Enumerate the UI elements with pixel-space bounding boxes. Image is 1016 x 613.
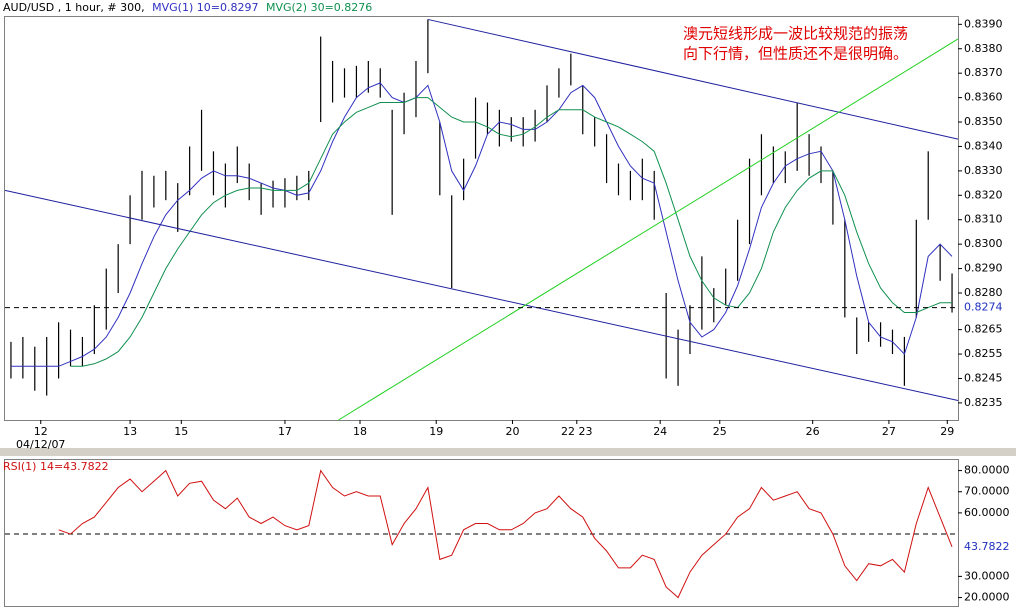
y-tick-label: 0.8350 (964, 115, 1003, 128)
header: AUD/USD , 1 hour, # 300, MVG(1) 10=0.829… (3, 1, 372, 14)
x-tick-label: 15 (174, 425, 188, 438)
x-tick-label: 26 (806, 425, 820, 438)
chart-title: AUD/USD , 1 hour, # 300, (3, 1, 145, 14)
legend-entry: MVG(2) 30=0.8276 (266, 1, 372, 14)
y-tick-label: 0.8280 (964, 286, 1003, 299)
legend-entry: MVG(1) 10=0.8297 (152, 1, 258, 14)
y-tick-label: 0.8245 (964, 371, 1003, 384)
y-tick-label: 0.8320 (964, 188, 1003, 201)
y-tick-label: 70.0000 (964, 485, 1010, 498)
rsi-line (58, 469, 953, 599)
x-tick-label: 19 (429, 425, 443, 438)
price-plot-frame (4, 16, 959, 421)
y-tick-label: 0.8255 (964, 347, 1003, 360)
trend-line (4, 189, 959, 401)
x-tick-label: 12 (34, 425, 48, 438)
current-value-label: 0.8274 (964, 301, 1003, 314)
x-tick-label: 24 (653, 425, 667, 438)
y-tick-label: 0.8310 (964, 213, 1003, 226)
y-tick-label: 0.8235 (964, 396, 1003, 409)
x-tick-label: 25 (713, 425, 727, 438)
x-tick-label: 29 (940, 425, 954, 438)
y-tick-label: 20.0000 (964, 591, 1010, 604)
y-tick-label: 0.8330 (964, 164, 1003, 177)
y-tick-label: 0.8370 (964, 66, 1003, 79)
rsi-title: RSI(1) 14=43.7822 (3, 460, 109, 473)
x-tick-label: 27 (882, 425, 896, 438)
x-tick-label: 20 (505, 425, 519, 438)
moving-average (11, 82, 953, 367)
y-tick-label: 0.8300 (964, 237, 1003, 250)
x-tick-label: 18 (353, 425, 367, 438)
x-tick-label: 13 (123, 425, 137, 438)
y-tick-label: 60.0000 (964, 506, 1010, 519)
y-tick-label: 80.0000 (964, 464, 1010, 477)
trend-line (427, 18, 959, 140)
price-panel-bg (0, 0, 1016, 448)
y-tick-label: 30.0000 (964, 569, 1010, 582)
date-label: 04/12/07 (16, 438, 65, 451)
y-tick-label: 0.8290 (964, 262, 1003, 275)
y-tick-label: 0.8380 (964, 42, 1003, 55)
x-tick-label: 22 23 (561, 425, 593, 438)
y-tick-label: 0.8265 (964, 323, 1003, 336)
x-tick-label: 17 (278, 425, 292, 438)
rsi-plot-frame (4, 459, 959, 607)
y-tick-label: 0.8360 (964, 91, 1003, 104)
current-value-label: 43.7822 (964, 540, 1010, 553)
annotation: 澳元短线形成一波比较规范的振荡 (683, 25, 908, 43)
trend-line (338, 38, 959, 421)
annotation: 向下行情，但性质还不是很明确。 (683, 45, 908, 63)
y-tick-label: 0.8340 (964, 139, 1003, 152)
y-tick-label: 0.8390 (964, 17, 1003, 30)
moving-average (70, 97, 952, 367)
